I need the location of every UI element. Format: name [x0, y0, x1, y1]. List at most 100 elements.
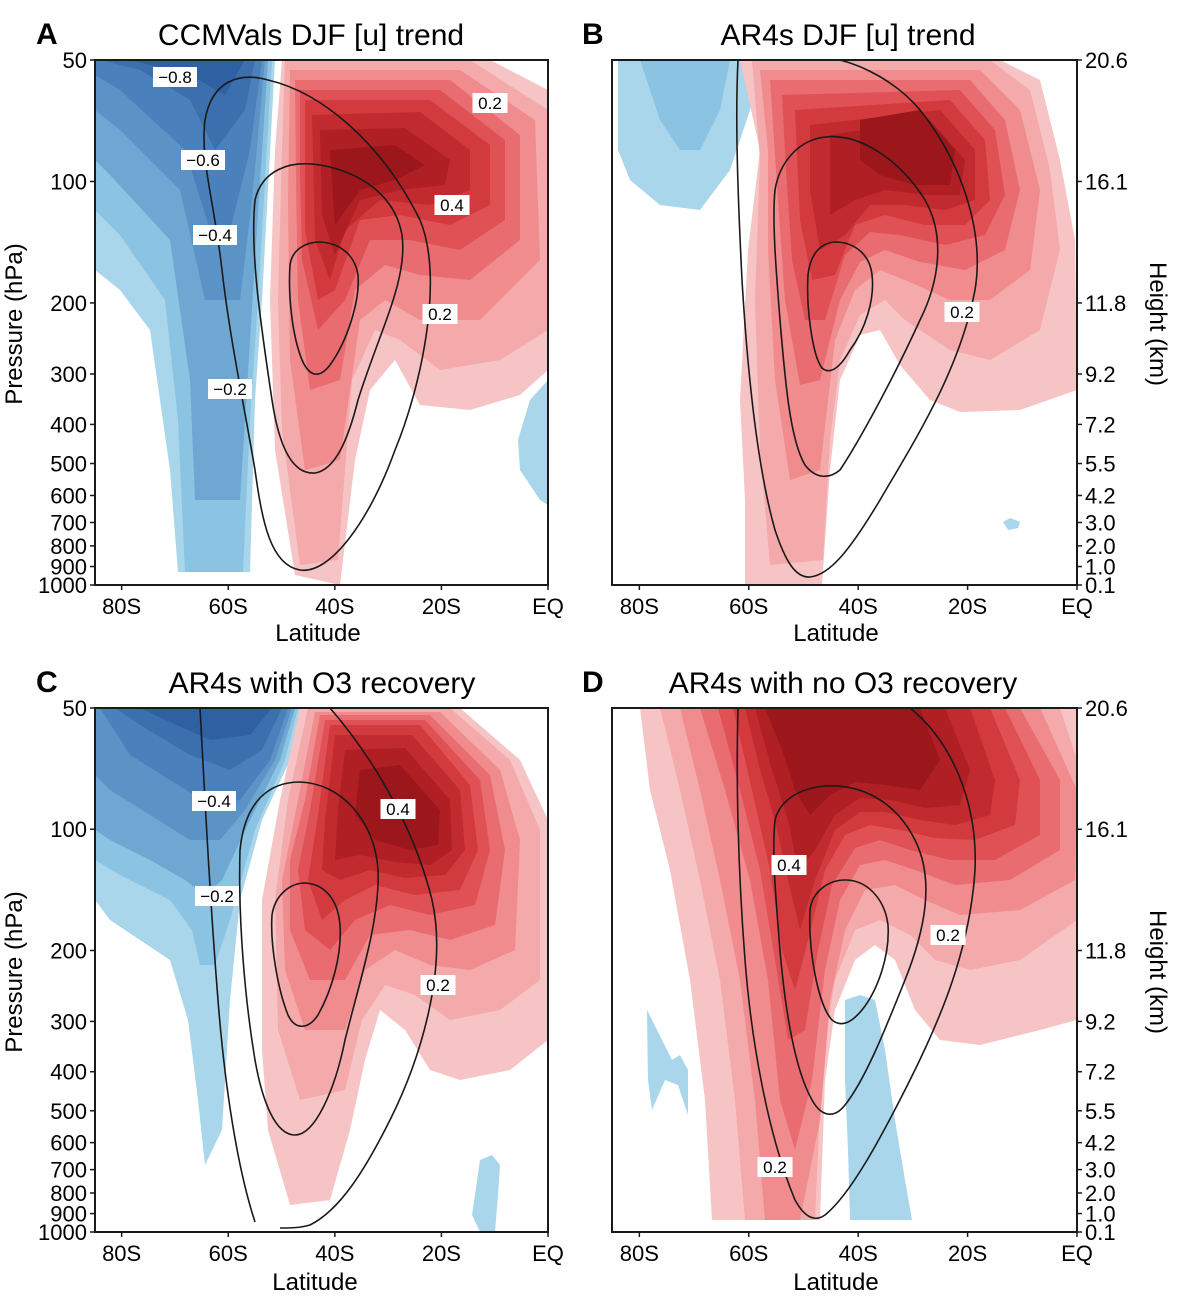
contour-label-box	[195, 886, 239, 906]
panel-a-xtick-label: 80S	[102, 594, 141, 619]
panel-c-xtick-label: 40S	[315, 1241, 354, 1266]
panel-a-ytick-label: 600	[50, 483, 87, 508]
contour-label: 0.4	[777, 856, 801, 875]
panel-d-height-tick-label: 20.6	[1085, 696, 1128, 721]
panel-a-neg-7	[130, 60, 245, 95]
panel-c-ylabel: Pressure (hPa)	[1, 891, 28, 1052]
contour-label-box	[930, 925, 966, 945]
panel-a-ytick-label: 200	[50, 291, 87, 316]
panel-a-contours	[203, 76, 432, 571]
panel-d-field	[640, 708, 1077, 1220]
panel-b-contour-outer	[735, 60, 978, 578]
panel-c-contour-mid	[238, 781, 379, 1136]
contour-label-box	[192, 791, 236, 811]
axis-labels: Latitude Latitude Latitude Latitude Pres…	[1, 243, 1171, 1296]
panel-b-contours	[735, 60, 978, 578]
panel-c-xtick-label: EQ	[532, 1241, 564, 1266]
panel-a-title: CCMVals DJF [u] trend	[158, 19, 464, 52]
contour-label: 0.4	[386, 800, 410, 819]
contour-label: −0.2	[213, 380, 247, 399]
panel-b-contour-labels: 0.2	[944, 302, 980, 322]
panel-c-neg-edge	[472, 1155, 500, 1232]
panel-a-ytick-label: 700	[50, 510, 87, 535]
panel-b-neg-2	[640, 60, 730, 150]
panel-b-height-tick-label: 9.2	[1085, 362, 1116, 387]
panel-d-height-tick-label: 5.5	[1085, 1099, 1116, 1124]
panel-a-ytick-label: 100	[50, 169, 87, 194]
panel-b-xlabel: Latitude	[793, 620, 878, 647]
panel-a-contour-labels: −0.8 −0.6 −0.4 −0.2 0.2 0.4 0.2	[153, 67, 508, 399]
panel-c-contour-labels: −0.4 −0.2 0.4 0.2	[192, 791, 456, 995]
panel-b-xtick-label: EQ	[1061, 594, 1093, 619]
panel-d-xtick-label: 80S	[620, 1241, 659, 1266]
panel-a-pos-9	[330, 145, 425, 225]
panel-b-xtick-label: 60S	[729, 594, 768, 619]
panel-b-height-label: Height (km)	[1144, 262, 1171, 386]
contour-label: −0.4	[197, 792, 231, 811]
panel-d-height-tick-label: 11.8	[1085, 938, 1126, 963]
panel-c-ytick-label: 50	[63, 696, 87, 721]
panel-a-xtick-label: EQ	[532, 594, 564, 619]
contour-label-box	[757, 1157, 793, 1177]
panel-b-pos-9	[860, 110, 955, 185]
panel-b-height-tick-label: 4.2	[1085, 483, 1116, 508]
panel-c-ytick-label: 300	[50, 1009, 87, 1034]
panel-d-height-tick-label: 16.1	[1085, 817, 1128, 842]
contour-label: −0.8	[158, 68, 192, 87]
panel-b-title: AR4s DJF [u] trend	[720, 19, 975, 52]
panel-d-height-tick-label: 1.0	[1085, 1202, 1116, 1227]
panel-a-xtick-label: 40S	[315, 594, 354, 619]
contour-label-box	[181, 150, 225, 170]
panel-a-ytick-label: 900	[50, 555, 87, 580]
panel-c-ytick-label: 600	[50, 1131, 87, 1156]
panel-b-xtick-label: 80S	[620, 594, 659, 619]
panel-b-height-tick-label: 7.2	[1085, 412, 1116, 437]
panel-d-height-tick-label: 9.2	[1085, 1009, 1116, 1034]
contour-label-box	[422, 304, 458, 324]
panel-d-xlabel: Latitude	[793, 1269, 878, 1296]
panel-a-xtick-label: 60S	[209, 594, 248, 619]
contour-label-box	[193, 225, 237, 245]
panel-letter-d: D	[582, 666, 604, 699]
contour-label: 0.4	[440, 196, 464, 215]
panel-c-title: AR4s with O3 recovery	[169, 667, 476, 700]
panel-d-height-tick-label: 2.0	[1085, 1181, 1116, 1206]
contour-label: 0.2	[428, 305, 452, 324]
panel-c-ytick-label: 100	[50, 817, 87, 842]
panel-c-ytick-label: 900	[50, 1202, 87, 1227]
panel-b-height-tick-label: 5.5	[1085, 452, 1116, 477]
panel-a-ylabel: Pressure (hPa)	[1, 243, 28, 404]
panel-a-xtick-label: 20S	[422, 594, 461, 619]
panel-d-frame	[611, 707, 1078, 1233]
panel-a-contour-inner	[288, 241, 359, 375]
panel-d-xtick-label: 20S	[948, 1241, 987, 1266]
panel-a-ytick-label: 400	[50, 412, 87, 437]
panel-a-ytick-label: 500	[50, 452, 87, 477]
panel-d-height-tick-label: 4.2	[1085, 1131, 1116, 1156]
panel-b-height-tick-label: 2.0	[1085, 534, 1116, 559]
contour-label-box	[153, 67, 197, 87]
panel-d-height-tick-label: 3.0	[1085, 1158, 1116, 1183]
panel-c-xtick-label: 20S	[422, 1241, 461, 1266]
panel-letters: A B C D	[36, 18, 604, 699]
panel-a-xlabel: Latitude	[275, 620, 360, 647]
panel-b: 0.2	[611, 59, 1078, 586]
panel-d-xtick-label: 40S	[839, 1241, 878, 1266]
panel-d-title: AR4s with no O3 recovery	[669, 667, 1017, 700]
panel-b-height-tick-label: 1.0	[1085, 555, 1116, 580]
panel-d: 0.4 0.2 0.2	[611, 707, 1078, 1233]
panel-c-neg-7	[140, 708, 272, 740]
panel-d-xtick-label: 60S	[729, 1241, 768, 1266]
panel-b-height-tick-label: 3.0	[1085, 510, 1116, 535]
panel-d-contour-inner	[808, 879, 889, 1025]
panel-c: −0.4 −0.2 0.4 0.2	[94, 707, 549, 1233]
panel-a-ytick-label: 800	[50, 534, 87, 559]
contour-label-box	[380, 799, 416, 819]
panel-d-xtick-label: EQ	[1061, 1241, 1093, 1266]
panel-a-ytick-label: 50	[63, 48, 87, 73]
panel-c-ytick-label: 700	[50, 1158, 87, 1183]
panel-c-frame	[94, 707, 549, 1233]
panel-d-contour-labels: 0.4 0.2 0.2	[757, 855, 966, 1177]
panel-a-contour-mid	[252, 163, 404, 474]
